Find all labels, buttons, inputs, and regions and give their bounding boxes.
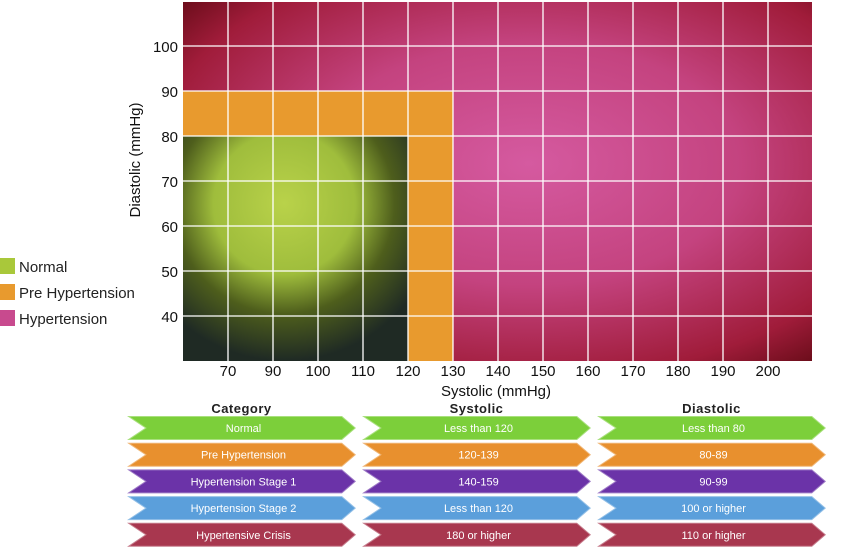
x-tick-label: 180 (665, 363, 690, 380)
table-cell-category: Hypertension Stage 1 (191, 476, 297, 488)
y-tick-label: 100 (153, 39, 178, 56)
table-cell-arrow (123, 468, 358, 495)
table-cell-category: Hypertension Stage 2 (191, 503, 297, 515)
y-tick-label: 50 (161, 264, 178, 281)
x-tick-label: 120 (395, 363, 420, 380)
table-cell-diastolic: Less than 80 (682, 423, 745, 435)
legend-label: Hypertension (19, 311, 107, 328)
table-cell-diastolic: 90-99 (699, 476, 727, 488)
x-tick-label: 190 (710, 363, 735, 380)
y-tick-label: 90 (161, 84, 178, 101)
table-cell-arrow (123, 495, 358, 522)
table-header: Diastolic (682, 401, 741, 416)
table-cell-systolic: Less than 120 (444, 503, 513, 515)
x-tick-label: 90 (265, 363, 282, 380)
table-header: Category (211, 401, 272, 416)
category-table: Category Systolic Diastolic Normal Less than… (123, 401, 828, 548)
table-cell-systolic: Less than 120 (444, 423, 513, 435)
table-cell-category: Normal (226, 423, 261, 435)
x-tick-label: 110 (351, 363, 375, 380)
table-cell-arrow (123, 415, 358, 441)
table-cell-arrow (358, 415, 593, 441)
x-tick-label: 100 (305, 363, 330, 380)
legend-swatch (0, 284, 15, 300)
zone-normal (183, 136, 408, 361)
table-cell-arrow (593, 441, 828, 468)
legend-label: Normal (19, 259, 67, 276)
table-cell-diastolic: 110 or higher (681, 530, 745, 542)
table-cell-arrow (358, 495, 593, 522)
y-axis-label: Diastolic (mmHg) (127, 102, 144, 217)
x-tick-label: 200 (755, 363, 780, 380)
legend-swatch (0, 258, 15, 274)
table-cell-arrow (123, 441, 358, 468)
x-tick-label: 170 (620, 363, 645, 380)
y-tick-label: 60 (161, 219, 178, 236)
table-cell-arrow (593, 415, 828, 441)
table-cell-arrow (593, 521, 828, 548)
legend-label: Pre Hypertension (19, 285, 135, 302)
table-cell-systolic: 120-139 (458, 450, 498, 462)
y-tick-label: 80 (161, 129, 178, 146)
x-axis-label: Systolic (mmHg) (441, 383, 551, 400)
table-header: Systolic (450, 401, 504, 416)
table-cell-arrow (358, 468, 593, 495)
table-cell-systolic: 180 or higher (446, 530, 511, 542)
table-cell-category: Pre Hypertension (201, 450, 286, 462)
table-cell-arrow (358, 441, 593, 468)
x-tick-label: 140 (485, 363, 510, 380)
table-cell-diastolic: 100 or higher (681, 503, 746, 515)
table-cell-arrow (593, 495, 828, 522)
zone-pre-hypertension (408, 136, 453, 361)
y-tick-label: 40 (161, 309, 178, 326)
x-tick-label: 150 (530, 363, 555, 380)
table-cell-systolic: 140-159 (458, 476, 498, 488)
table-cell-arrow (123, 521, 358, 548)
legend-swatch (0, 310, 15, 326)
table-cell-arrow (358, 521, 593, 548)
x-tick-label: 70 (220, 363, 237, 380)
table-cell-category: Hypertensive Crisis (196, 530, 291, 542)
table-cell-arrow (593, 468, 828, 495)
y-tick-label: 70 (161, 174, 178, 191)
x-tick-label: 160 (575, 363, 600, 380)
legend: Normal Pre Hypertension Hypertension (0, 258, 135, 328)
x-tick-label: 130 (440, 363, 465, 380)
table-cell-diastolic: 80-89 (699, 450, 727, 462)
